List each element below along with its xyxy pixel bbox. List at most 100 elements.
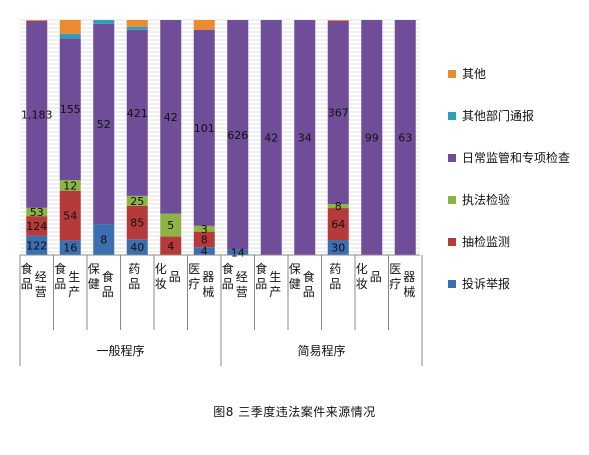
legend-swatch <box>448 70 456 78</box>
category-label: 品 <box>54 277 66 291</box>
data-label: 53 <box>30 206 44 219</box>
bar-segment <box>193 231 215 248</box>
bar-segment <box>160 20 182 214</box>
data-label: 40 <box>130 241 144 254</box>
bar-segment <box>59 33 81 39</box>
category-label: 药 <box>128 262 140 276</box>
legend-item: 其他部门通报 <box>448 108 588 124</box>
group-label: 一般程序 <box>96 343 144 358</box>
legend-label: 其他 <box>462 67 487 81</box>
data-label: 8 <box>335 200 342 213</box>
category-label: 营 <box>35 285 47 299</box>
group-label: 简易程序 <box>297 343 345 358</box>
bar-segment <box>361 20 383 255</box>
bar-segment <box>126 20 148 27</box>
category-label: 疗 <box>188 277 200 291</box>
bar-segment <box>126 195 148 206</box>
legend-swatch <box>448 280 456 288</box>
grid-lines <box>20 19 420 253</box>
data-label: 4 <box>167 240 174 253</box>
category-label: 化 <box>356 262 368 276</box>
data-label: 3 <box>201 223 208 236</box>
category-label: 械 <box>403 284 415 299</box>
data-label: 101 <box>194 122 215 135</box>
category-label: 食 <box>303 269 315 284</box>
bar-segment <box>160 213 182 237</box>
bar-segment <box>126 29 148 196</box>
data-label: 367 <box>328 107 349 120</box>
bar-segment <box>26 207 48 217</box>
legend-swatch <box>448 238 456 246</box>
bar-segment <box>327 20 349 205</box>
bar-segment <box>193 29 215 226</box>
category-label: 健 <box>289 277 301 291</box>
data-labels: 122124531,183165412155852408525421454248… <box>21 103 412 259</box>
bar-segment <box>93 224 115 255</box>
bar-segment <box>26 20 48 208</box>
category-label: 产 <box>68 285 80 299</box>
data-label: 42 <box>164 111 178 124</box>
legend-item: 执法检验 <box>448 192 588 208</box>
data-label: 124 <box>26 220 47 233</box>
category-label: 妆 <box>356 277 368 291</box>
category-label: 食 <box>102 269 114 284</box>
category-label: 器 <box>202 270 214 284</box>
data-label: 25 <box>130 195 144 208</box>
bar-segment <box>93 23 115 225</box>
data-label: 4 <box>201 245 208 258</box>
category-label: 化 <box>155 262 167 276</box>
category-label: 疗 <box>389 277 401 291</box>
category-label: 品 <box>255 277 267 291</box>
figure-caption: 图8 三季度违法案件来源情况 <box>213 405 376 419</box>
category-label: 医 <box>389 262 401 276</box>
legend-label: 抽检监测 <box>462 235 511 249</box>
data-label: 63 <box>398 132 412 145</box>
bar-segment <box>59 20 81 34</box>
category-label: 品 <box>128 277 140 291</box>
bar-segment <box>327 204 349 209</box>
category-label: 经 <box>35 270 47 284</box>
legend-swatch <box>448 154 456 162</box>
category-label: 营 <box>236 285 248 299</box>
category-label: 经 <box>236 270 248 284</box>
legend-item: 日常监管和专项检查 <box>448 150 588 166</box>
category-label: 械 <box>202 284 214 299</box>
category-label: 保 <box>289 262 301 276</box>
category-label: 品 <box>329 277 341 291</box>
category-label: 品 <box>21 277 33 291</box>
bar-segment <box>59 180 81 191</box>
data-label: 54 <box>63 210 77 223</box>
bar-segment <box>126 26 148 30</box>
bar-segment <box>59 190 81 241</box>
legend-swatch <box>448 196 456 204</box>
data-label: 30 <box>331 242 345 255</box>
category-label: 品 <box>169 270 181 284</box>
legend-label: 投诉举报 <box>462 277 511 291</box>
bar-segment <box>193 225 215 232</box>
category-label: 药 <box>329 262 341 276</box>
data-label: 1,183 <box>21 108 53 121</box>
category-label: 生 <box>68 270 80 284</box>
bar-segment <box>327 208 349 241</box>
category-label: 食 <box>21 261 33 276</box>
category-label: 保 <box>88 262 100 276</box>
bar-segment <box>59 38 81 181</box>
legend-label: 其他部门通报 <box>462 109 535 123</box>
data-label: 421 <box>127 107 148 120</box>
bars <box>26 20 416 255</box>
legend-item: 投诉举报 <box>448 276 588 292</box>
category-label: 器 <box>403 270 415 284</box>
category-label: 品 <box>102 285 114 299</box>
data-label: 122 <box>26 239 47 252</box>
bar-segment <box>93 20 115 24</box>
bar-segment <box>193 20 215 30</box>
bar-segment <box>193 247 215 255</box>
legend-item: 其他 <box>448 66 588 82</box>
data-label: 42 <box>264 132 278 145</box>
data-label: 8 <box>100 234 107 247</box>
legend-item: 抽检监测 <box>448 234 588 250</box>
category-label: 产 <box>269 285 281 299</box>
bar-segment <box>26 20 48 21</box>
